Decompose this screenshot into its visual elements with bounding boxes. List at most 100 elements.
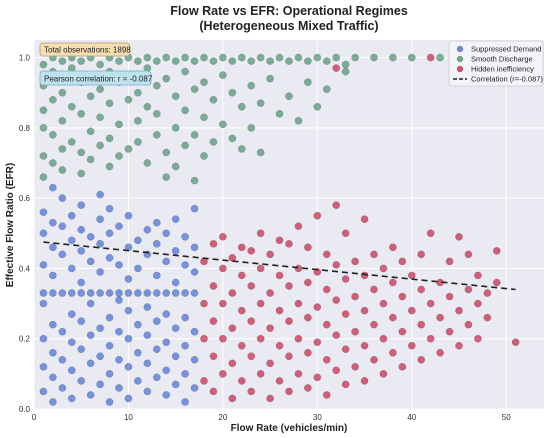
y-axis-label: Effective Flow Ratio (EFR): [5, 163, 16, 287]
data-point: [39, 152, 48, 160]
data-point: [58, 57, 67, 65]
data-point: [360, 377, 369, 385]
data-point: [341, 67, 350, 76]
data-point: [58, 250, 67, 259]
data-point: [49, 271, 57, 280]
x-tick-labels: 0 10 20 30 40 50: [32, 413, 511, 422]
data-point: [124, 145, 133, 153]
data-point: [304, 78, 312, 87]
data-point: [86, 359, 95, 368]
data-point: [256, 53, 265, 62]
data-point: [313, 211, 322, 220]
data-point: [209, 95, 218, 104]
data-point: [152, 345, 161, 354]
data-point: [228, 289, 237, 297]
data-point: [152, 271, 161, 280]
data-point: [285, 239, 293, 248]
x-tick-label: 0: [32, 413, 37, 422]
data-point: [58, 222, 67, 231]
data-point: [190, 384, 199, 392]
data-point: [181, 313, 189, 322]
legend-marker: [456, 55, 464, 63]
data-point: [285, 352, 293, 361]
data-point: [105, 229, 114, 238]
data-point: [219, 264, 227, 273]
data-point: [407, 306, 416, 315]
data-point: [294, 116, 303, 125]
data-point: [492, 278, 501, 287]
data-point: [313, 102, 322, 111]
data-point: [143, 359, 152, 368]
data-point: [39, 208, 48, 217]
data-point: [492, 247, 501, 255]
data-point: [171, 352, 180, 361]
chart-title: Flow Rate vs EFR: Operational Regimes: [170, 4, 408, 18]
data-point: [398, 327, 407, 336]
data-point: [58, 145, 67, 153]
data-point: [181, 370, 189, 378]
data-point: [209, 352, 218, 361]
data-point: [190, 131, 199, 139]
data-point: [152, 57, 161, 65]
data-point: [256, 99, 265, 108]
y-tick-label: 0.8: [19, 124, 31, 133]
data-point: [77, 289, 86, 297]
data-point: [275, 341, 284, 350]
data-point: [181, 141, 189, 150]
data-point: [275, 53, 284, 62]
data-point: [200, 299, 208, 308]
data-point: [134, 264, 142, 273]
legend-marker: [456, 45, 464, 53]
data-point: [96, 190, 104, 199]
data-point: [209, 239, 218, 248]
data-point: [370, 320, 378, 329]
data-point: [360, 306, 369, 315]
data-point: [247, 124, 256, 132]
data-point: [209, 138, 218, 146]
data-point: [152, 109, 161, 118]
data-point: [134, 116, 142, 125]
data-point: [256, 229, 265, 238]
data-point: [49, 159, 57, 167]
data-point: [247, 81, 256, 90]
data-point: [304, 243, 312, 252]
data-point: [67, 211, 76, 220]
data-point: [58, 355, 67, 364]
data-point: [124, 334, 133, 343]
chart-subtitle: (Heterogeneous Mixed Traffic): [199, 19, 378, 33]
data-point: [105, 289, 114, 297]
x-tick-label: 10: [124, 413, 133, 422]
y-tick-label: 0.2: [19, 335, 31, 344]
data-point: [124, 95, 133, 104]
data-point: [322, 391, 331, 399]
data-point: [58, 289, 67, 297]
data-point: [322, 85, 331, 94]
data-point: [86, 92, 95, 101]
data-point: [58, 88, 67, 97]
data-point: [228, 359, 237, 368]
data-point: [351, 327, 359, 336]
data-point: [134, 236, 142, 245]
data-point: [304, 313, 312, 322]
data-point: [426, 53, 435, 62]
data-point: [275, 236, 284, 245]
data-point: [266, 324, 274, 333]
data-point: [285, 282, 293, 290]
data-point: [67, 264, 76, 273]
data-point: [115, 57, 123, 65]
data-point: [143, 303, 152, 311]
data-point: [39, 334, 48, 343]
data-point: [332, 64, 341, 72]
data-point: [115, 327, 123, 336]
data-point: [115, 152, 123, 160]
data-point: [389, 348, 397, 357]
y-tick-label: 0.6: [19, 194, 31, 203]
data-point: [322, 57, 331, 65]
data-point: [58, 384, 67, 392]
y-tick-labels: 0.0 0.2 0.4 0.6 0.8 1.0: [19, 54, 31, 414]
data-point: [115, 120, 123, 129]
data-point: [105, 204, 114, 213]
data-point: [49, 373, 57, 382]
data-point: [436, 53, 444, 62]
